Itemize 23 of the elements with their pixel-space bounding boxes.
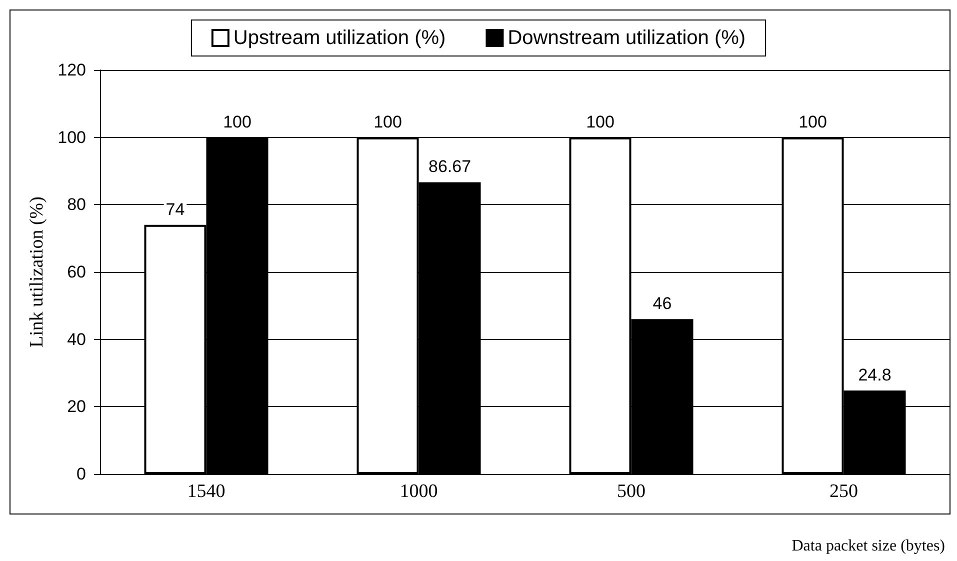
y-tick-label: 60 [67,262,86,282]
data-label: 24.8 [858,366,892,385]
x-tick-label: 500 [617,481,646,502]
data-label: 100 [798,112,827,132]
legend-label: Upstream utilization (%) [233,27,446,49]
data-label: 86.67 [428,157,472,176]
y-tick-label: 0 [76,464,86,484]
data-label: 46 [652,294,672,314]
x-tick-label: 1000 [400,481,438,502]
x-tick-label: 250 [830,481,858,502]
x-axis-title: Data packet size (bytes) [792,538,946,554]
data-label: 100 [223,112,252,132]
y-tick-label: 80 [67,195,86,214]
y-tick-label: 120 [58,60,86,80]
y-tick-label: 20 [67,397,86,416]
data-label: 100 [586,112,614,132]
legend-label: Downstream utilization (%) [508,27,746,49]
x-tick-label: 1540 [187,481,226,502]
data-label: 100 [374,112,402,132]
y-tick-label: 40 [67,330,86,349]
y-axis-title: Link utilization (%) [26,196,48,348]
data-label: 74 [166,200,185,219]
y-tick-label: 100 [58,128,86,147]
